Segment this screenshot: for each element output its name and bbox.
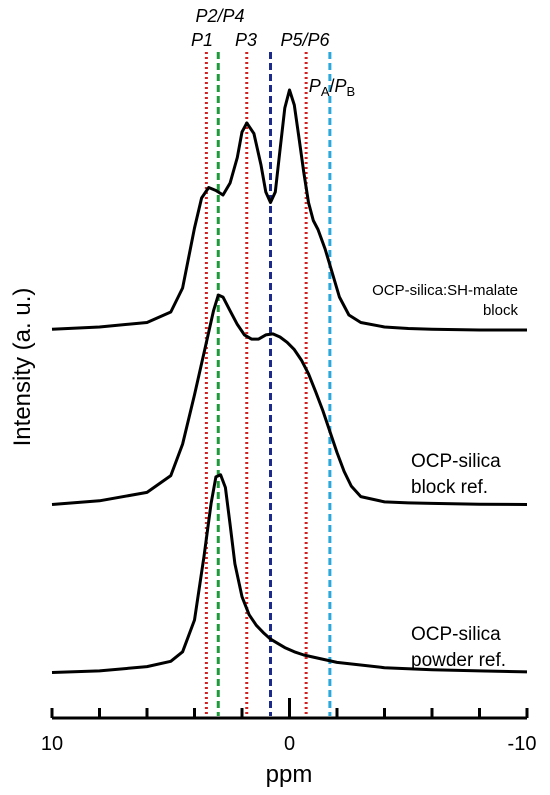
peak-label-p1: P1: [191, 30, 213, 50]
reference-lines: [204, 52, 332, 716]
peak-label-pa-main: P: [309, 76, 321, 96]
peak-label-pa-pb: PA/PB: [309, 76, 355, 99]
sample-label-malate-line2: block: [483, 302, 519, 319]
x-tick-label-neg10: -10: [508, 733, 537, 755]
peak-label-pb-sub: B: [347, 84, 356, 99]
sample-labels: OCP-silica:SH-malate block OCP-silica bl…: [372, 282, 518, 671]
sample-label-block-line1: OCP-silica: [411, 451, 501, 472]
peak-label-p3: P3: [235, 30, 257, 50]
x-tick-label-0: 0: [284, 733, 295, 755]
peak-label-pb-main: P: [335, 76, 347, 96]
x-tick-label-10: 10: [41, 733, 63, 755]
peak-label-p5-p6: P5/P6: [280, 30, 330, 50]
peak-label-sep: /: [329, 76, 334, 96]
spectra: [51, 88, 528, 674]
x-axis-minor-ticks: [50, 698, 529, 718]
y-axis-title: Intensity (a. u.): [9, 288, 36, 447]
sample-label-powder-line1: OCP-silica: [411, 624, 501, 645]
spectrum-1: [51, 293, 528, 506]
spectrum-0: [51, 88, 527, 332]
x-axis: 10 0 -10 ppm: [41, 698, 537, 788]
sample-label-powder-line2: powder ref.: [411, 650, 506, 671]
spectrum-2: [51, 473, 528, 674]
x-axis-title: ppm: [266, 761, 313, 788]
sample-label-malate-line1: OCP-silica:SH-malate: [372, 282, 518, 299]
peak-label-p2-p4: P2/P4: [195, 6, 244, 26]
peak-label-pa-sub: A: [321, 84, 330, 99]
peak-labels: P2/P4 P1 P3 P5/P6 PA/PB: [191, 6, 355, 99]
sample-label-block-line2: block ref.: [411, 477, 488, 498]
